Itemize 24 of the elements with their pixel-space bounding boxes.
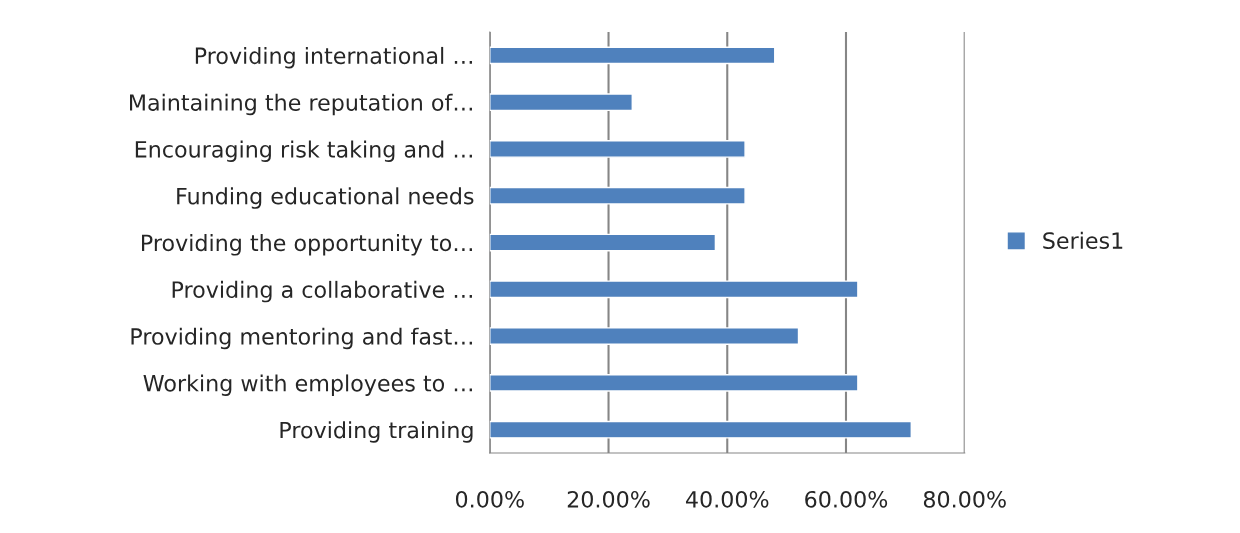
legend-label: Series1 [1043,231,1123,249]
bar [489,327,800,345]
x-tick-label: 80.00% [923,490,1006,508]
y-tick-label: Providing mentoring and fast… [131,327,472,350]
y-tick-label: Working with employees to … [143,374,472,396]
x-tick-label: 0.00% [455,490,524,508]
y-tick-label: Providing training [280,421,473,443]
bar [489,420,912,439]
y-tick-label: Providing international … [195,46,472,69]
bar [489,140,746,158]
bar [489,280,859,299]
y-tick-label: Providing a collaborative … [172,280,472,303]
x-tick-label: 60.00% [805,490,888,508]
x-tick-label: 20.00% [567,490,650,508]
y-tick-label: Maintaining the reputation of… [130,93,472,116]
bar [489,373,859,392]
bar [489,46,776,65]
y-tick-label: Funding educational needs [177,187,474,209]
bar [489,186,746,205]
bar [489,93,633,112]
y-tick-label: Encouraging risk taking and … [135,140,472,163]
y-tick-label: Providing the opportunity to… [142,234,472,256]
x-tick-label: 40.00% [685,490,769,508]
bar [489,233,717,252]
